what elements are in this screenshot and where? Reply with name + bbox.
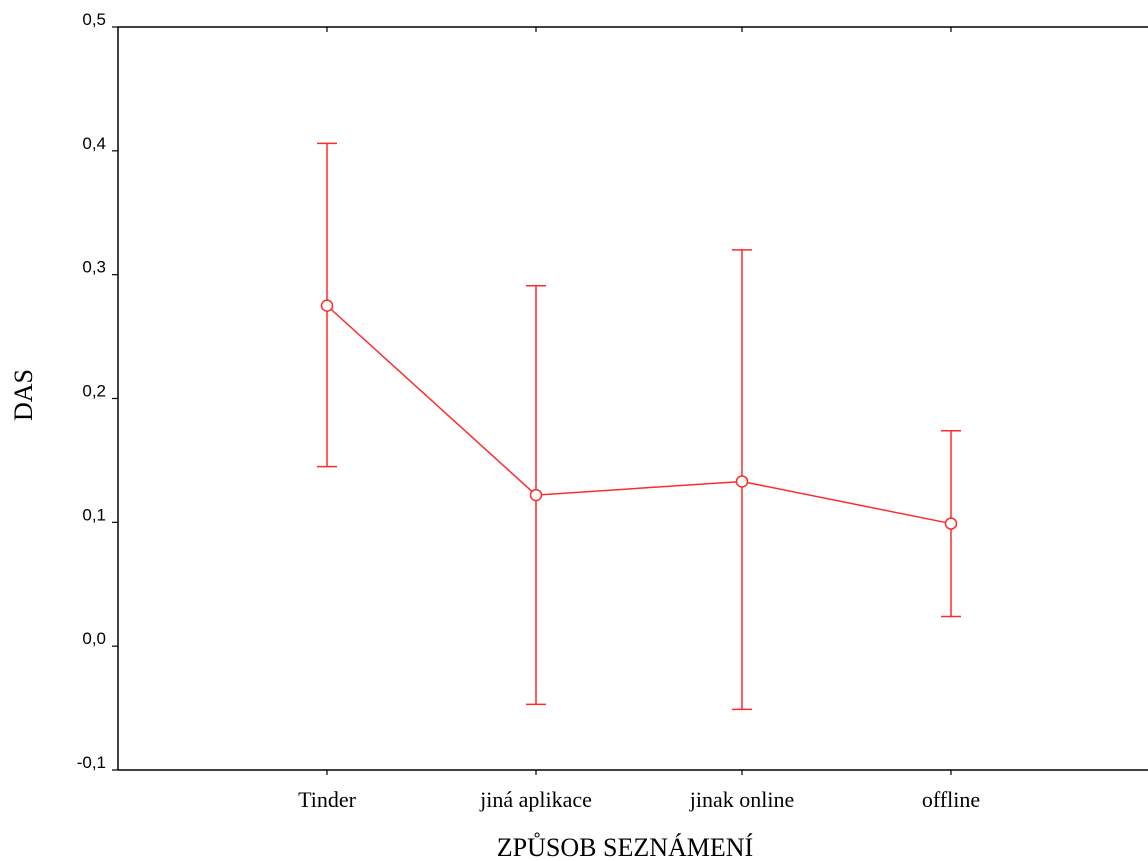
y-tick-label: -0,1 (77, 753, 106, 772)
y-tick-label: 0,3 (82, 258, 106, 277)
data-points (320, 299, 958, 530)
error-bars (317, 142, 961, 711)
y-tick-label: 0,4 (82, 134, 106, 153)
series-line (326, 305, 952, 525)
y-tick-label: 0,1 (82, 505, 106, 524)
x-tick-label: Tinder (298, 787, 357, 812)
x-axis: Tinder jiná aplikace jinak online offline (298, 27, 980, 812)
data-point (529, 488, 543, 502)
y-axis: -0,1 0,0 0,1 0,2 0,3 0,4 0,5 (77, 10, 118, 772)
data-point (320, 299, 334, 312)
y-axis-title: DAS (9, 369, 38, 421)
data-point (944, 517, 958, 530)
x-tick-label: offline (922, 787, 980, 812)
y-tick-label: 0,2 (82, 382, 106, 401)
y-tick-label: 0,5 (82, 10, 106, 29)
y-tick-label: 0,0 (82, 629, 106, 648)
plot-frame (117, 26, 1148, 771)
data-point (735, 475, 749, 488)
series-polyline (326, 305, 952, 525)
x-tick-label: jiná aplikace (479, 787, 592, 812)
x-tick-label: jinak online (689, 787, 794, 812)
x-axis-title: ZPŮSOB SEZNÁMENÍ (497, 833, 753, 861)
